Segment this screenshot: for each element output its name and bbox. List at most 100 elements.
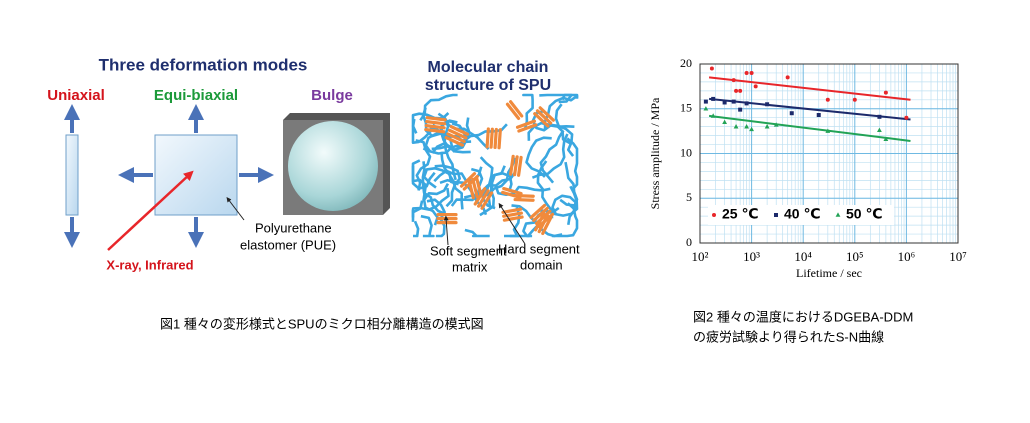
data-point <box>877 127 882 133</box>
hard-segment <box>424 127 446 134</box>
y-tick-label: 5 <box>686 190 692 204</box>
legend-label: 40 ℃ <box>784 206 820 222</box>
data-point <box>738 107 743 112</box>
fit-line <box>708 76 911 101</box>
hard-segment <box>471 177 479 199</box>
hard-segment <box>485 127 490 149</box>
hard-segment <box>532 206 549 223</box>
fig2-caption: 図2 種々の温度におけるDGEBA-DDM <box>693 309 913 324</box>
hard-segment <box>502 186 523 196</box>
data-point <box>744 70 749 75</box>
data-point <box>883 90 888 95</box>
hard-segment <box>516 155 523 177</box>
data-point <box>731 99 736 104</box>
x-tick-label: 10⁷ <box>949 249 967 264</box>
legend-box <box>708 205 894 225</box>
data-point <box>883 136 889 141</box>
data-point <box>744 101 749 106</box>
material-label: Polyurethane <box>255 220 332 235</box>
hard-domain <box>509 154 523 177</box>
data-point <box>764 124 770 129</box>
hard-segment <box>501 190 522 199</box>
soft-segment <box>566 137 579 192</box>
fig1-title: Three deformation modes <box>99 55 308 74</box>
hard-segment <box>535 109 553 125</box>
hard-domain <box>436 213 458 225</box>
data-point <box>711 96 716 101</box>
data-point <box>825 128 831 133</box>
hard-domain <box>485 127 502 150</box>
fit-line <box>708 97 911 121</box>
hard-segment <box>538 106 555 122</box>
uniaxial-specimen <box>65 134 79 216</box>
soft-segment <box>525 136 552 178</box>
soft-label: matrix <box>452 259 488 274</box>
soft-segment <box>411 118 436 144</box>
hard-domain <box>515 119 538 133</box>
soft-segment <box>419 93 459 122</box>
hard-segment <box>444 135 465 147</box>
leader <box>498 202 526 245</box>
data-point <box>825 97 830 102</box>
hard-segment <box>509 154 515 176</box>
soft-segment <box>554 103 575 157</box>
hard-segment <box>493 127 498 150</box>
hard-segment <box>533 112 550 128</box>
hard-segment <box>513 197 535 202</box>
soft-segment <box>527 121 571 145</box>
leader <box>443 215 449 246</box>
soft-segment <box>439 178 488 216</box>
data-point <box>852 97 857 102</box>
hard-label: Hard segment <box>498 241 580 256</box>
x-tick-label: 10⁵ <box>846 249 864 264</box>
hard-domain <box>533 106 555 128</box>
hard-segment <box>446 132 466 144</box>
hard-domain <box>444 125 470 147</box>
structure-title: Molecular chain <box>428 59 549 76</box>
data-point <box>789 111 794 116</box>
data-point <box>904 115 909 120</box>
data-point <box>753 84 758 89</box>
x-tick-label: 10³ <box>743 249 760 264</box>
data-point <box>703 99 708 104</box>
hard-segment <box>447 128 468 140</box>
legend-label: 25 ℃ <box>722 206 758 222</box>
y-axis-label: Stress amplitude / MPa <box>648 97 662 209</box>
hard-segment <box>537 212 555 228</box>
material-label: elastomer (PUE) <box>240 237 336 252</box>
hard-domain <box>501 186 523 199</box>
hard-segment <box>529 203 547 220</box>
chart: 10² 10³ 10⁴ 10⁵ 10⁶ 10⁷ 0 5 10 15 20 Lifetime / sec… <box>648 56 967 280</box>
bulge-specimen <box>283 113 390 215</box>
soft-segment <box>411 200 424 222</box>
soft-segment <box>464 228 490 238</box>
leader <box>226 197 245 221</box>
hard-segment <box>475 176 483 198</box>
data-point <box>816 113 821 118</box>
probe-label: X-ray, Infrared <box>106 257 193 272</box>
hard-segment <box>424 124 446 130</box>
hard-segment <box>509 100 524 118</box>
soft-segment <box>522 93 534 130</box>
data-point <box>749 126 754 132</box>
hard-segment <box>534 209 552 225</box>
x-axis-label: Lifetime / sec <box>796 266 862 280</box>
plot-frame <box>699 63 959 244</box>
fig2-caption: の疲労試験より得られたS-N曲線 <box>693 329 884 344</box>
structure-title: structure of SPU <box>425 77 551 94</box>
y-tick-label: 0 <box>686 235 692 249</box>
mode-label: Equi-biaxial <box>154 87 238 104</box>
hard-segment <box>502 215 524 222</box>
hard-segment <box>425 120 447 126</box>
soft-segment <box>494 185 551 196</box>
hard-segment <box>449 125 470 136</box>
data-point <box>835 212 841 217</box>
soft-segment <box>413 220 420 238</box>
soft-segment <box>531 133 569 179</box>
hard-segment <box>480 191 494 210</box>
data-point <box>710 113 716 118</box>
soft-segment <box>421 161 447 216</box>
hard-segment <box>517 123 538 133</box>
